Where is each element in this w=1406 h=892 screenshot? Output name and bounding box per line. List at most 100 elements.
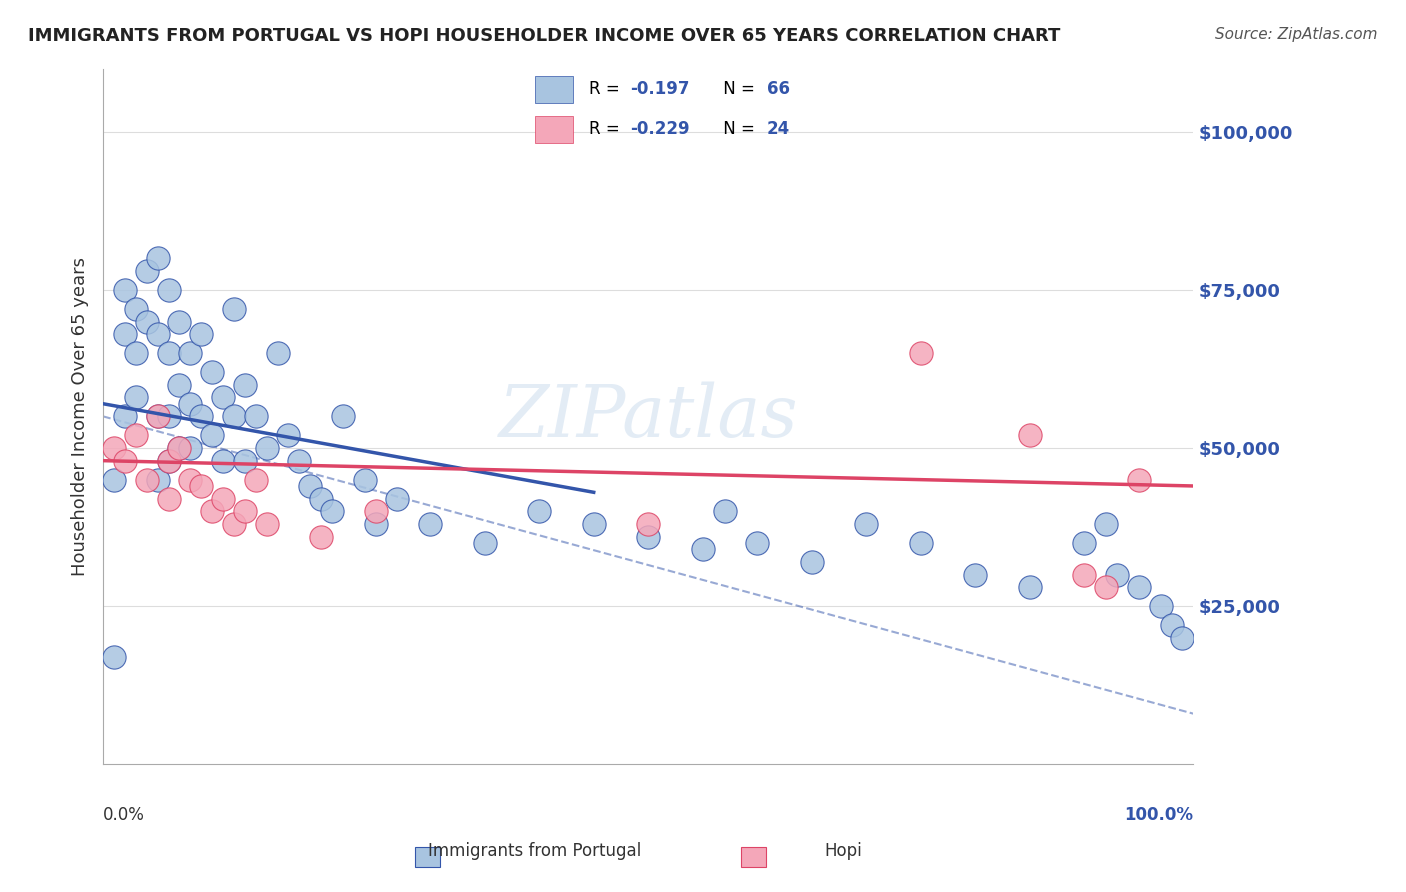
Text: 24: 24 [768,120,790,138]
Point [157,453,180,467]
Point [800,555,823,569]
Point [125,301,148,316]
Point [266,346,288,360]
Point [1128,473,1150,487]
Text: Source: ZipAtlas.com: Source: ZipAtlas.com [1215,27,1378,42]
Point [233,504,256,518]
Text: Hopi: Hopi [825,842,862,860]
Text: R =: R = [589,120,624,138]
Point [309,530,332,544]
Point [1160,618,1182,632]
Point [114,409,136,424]
Point [157,283,180,297]
Text: 0.0%: 0.0% [103,806,145,824]
Point [222,301,245,316]
Point [179,473,201,487]
Point [179,441,201,455]
Point [910,536,932,550]
Point [157,346,180,360]
Point [387,491,409,506]
Text: 100.0%: 100.0% [1125,806,1194,824]
Point [1105,567,1128,582]
Text: N =: N = [717,80,759,98]
Point [529,504,551,518]
Point [364,504,387,518]
Point [146,252,169,266]
Point [582,516,605,531]
Point [332,409,354,424]
Point [222,516,245,531]
Point [637,530,659,544]
Point [201,428,224,442]
Point [190,327,212,342]
Point [309,491,332,506]
Point [114,327,136,342]
Text: ZIPatlas: ZIPatlas [498,381,799,451]
Text: 66: 66 [768,80,790,98]
Text: N =: N = [717,120,759,138]
Point [288,453,311,467]
Point [114,453,136,467]
Point [125,428,148,442]
Point [212,491,235,506]
Point [125,346,148,360]
Point [364,516,387,531]
Point [256,441,278,455]
Text: Immigrants from Portugal: Immigrants from Portugal [427,842,641,860]
Point [692,542,714,557]
Point [169,441,191,455]
Text: R =: R = [589,80,624,98]
Point [1095,580,1118,594]
Point [474,536,496,550]
Point [1018,428,1040,442]
Point [321,504,343,518]
Point [299,479,322,493]
Point [146,327,169,342]
Point [419,516,441,531]
Point [103,649,125,664]
Point [855,516,877,531]
Text: -0.197: -0.197 [630,80,690,98]
Point [212,391,235,405]
Point [146,473,169,487]
Point [135,264,157,278]
Y-axis label: Householder Income Over 65 years: Householder Income Over 65 years [72,257,89,576]
Point [201,504,224,518]
Point [157,453,180,467]
Point [103,441,125,455]
Point [135,314,157,328]
Point [910,346,932,360]
Point [233,453,256,467]
Point [277,428,299,442]
FancyBboxPatch shape [536,116,574,143]
Point [135,473,157,487]
Point [1018,580,1040,594]
Point [179,346,201,360]
Point [179,397,201,411]
Text: IMMIGRANTS FROM PORTUGAL VS HOPI HOUSEHOLDER INCOME OVER 65 YEARS CORRELATION CH: IMMIGRANTS FROM PORTUGAL VS HOPI HOUSEHO… [28,27,1060,45]
Point [233,377,256,392]
Point [212,453,235,467]
Point [125,391,148,405]
Point [1171,631,1194,645]
Point [965,567,987,582]
Point [169,441,191,455]
Point [157,409,180,424]
Point [146,409,169,424]
Point [1128,580,1150,594]
FancyBboxPatch shape [536,76,574,103]
Point [245,409,267,424]
Point [256,516,278,531]
Point [146,409,169,424]
Point [1095,516,1118,531]
Point [353,473,375,487]
Point [103,473,125,487]
Point [713,504,735,518]
Point [637,516,659,531]
Point [190,409,212,424]
Point [201,365,224,379]
Point [157,491,180,506]
Point [114,283,136,297]
Point [1073,536,1095,550]
Text: -0.229: -0.229 [630,120,690,138]
